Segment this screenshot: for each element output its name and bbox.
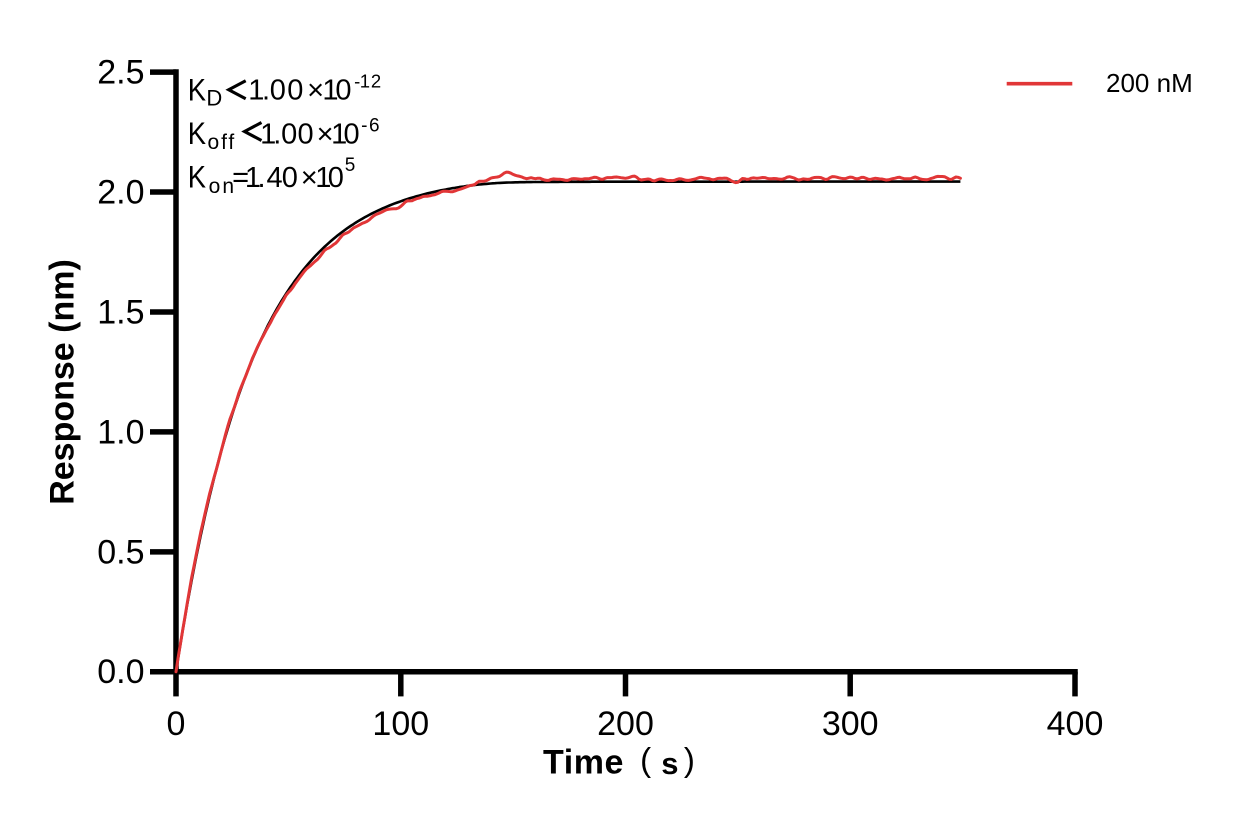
svg-text:1: 1: [248, 75, 264, 107]
svg-text:0: 0: [282, 162, 298, 194]
svg-text:200: 200: [597, 705, 654, 743]
svg-text:off: off: [208, 131, 237, 154]
svg-text:6: 6: [369, 116, 380, 137]
svg-text:2.5: 2.5: [97, 54, 144, 92]
svg-text:0.5: 0.5: [97, 533, 144, 571]
svg-text:0: 0: [335, 75, 351, 107]
svg-text:.: .: [258, 162, 266, 194]
svg-text:.: .: [273, 118, 281, 150]
svg-text:×: ×: [317, 118, 334, 150]
svg-text:×: ×: [307, 75, 324, 107]
svg-text:300: 300: [822, 705, 879, 743]
svg-text:1: 1: [360, 71, 370, 92]
svg-text:2: 2: [371, 71, 381, 92]
svg-text:1: 1: [260, 118, 276, 150]
svg-text:1: 1: [245, 162, 261, 194]
svg-text:0: 0: [270, 75, 286, 107]
svg-text:2.0: 2.0: [97, 173, 144, 211]
svg-text:4: 4: [267, 162, 283, 194]
svg-text:×: ×: [301, 162, 318, 194]
svg-text:0.0: 0.0: [97, 653, 144, 691]
svg-text:1: 1: [331, 118, 347, 150]
svg-text:D: D: [206, 86, 222, 111]
svg-text:0: 0: [281, 118, 297, 150]
svg-text:0: 0: [328, 162, 344, 194]
svg-text:0: 0: [298, 118, 314, 150]
svg-text:(: (: [640, 741, 651, 778]
svg-text:1: 1: [322, 75, 338, 107]
svg-text:0: 0: [344, 118, 360, 150]
svg-text:.: .: [262, 75, 270, 107]
svg-text:K: K: [188, 116, 207, 151]
svg-text:): ): [684, 741, 695, 778]
svg-text:s: s: [661, 746, 678, 781]
svg-text:0: 0: [287, 75, 303, 107]
svg-text:1.5: 1.5: [97, 293, 144, 331]
svg-text:200 nM: 200 nM: [1106, 68, 1193, 98]
svg-text:Time: Time: [543, 744, 624, 782]
svg-text:Response (nm): Response (nm): [44, 259, 82, 505]
svg-text:K: K: [188, 73, 207, 108]
svg-text:0: 0: [167, 705, 186, 743]
svg-text:1: 1: [315, 162, 331, 194]
svg-text:400: 400: [1047, 705, 1104, 743]
svg-text:-: -: [354, 71, 360, 92]
svg-text:100: 100: [372, 705, 429, 743]
svg-text:1.0: 1.0: [97, 413, 144, 451]
svg-text:=: =: [232, 162, 249, 194]
svg-text:K: K: [188, 160, 207, 195]
svg-text:-: -: [361, 116, 367, 137]
svg-text:on: on: [209, 175, 237, 198]
svg-text:5: 5: [345, 155, 356, 176]
